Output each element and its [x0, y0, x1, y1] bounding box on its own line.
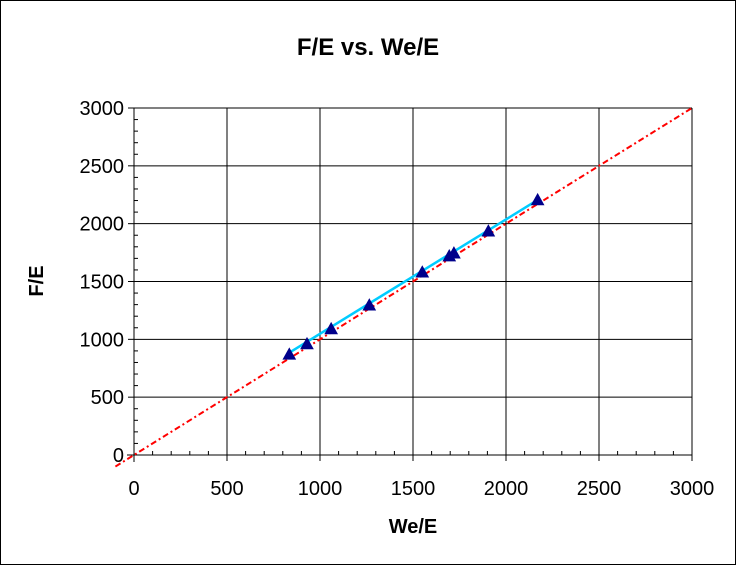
series: [114, 107, 693, 468]
data-point: [362, 298, 377, 311]
y-tick-labels: 0 500 1000 1500 2000 2500 3000: [80, 98, 125, 467]
axes: [127, 107, 693, 462]
x-tick-label: 3000: [670, 478, 715, 500]
x-tick-labels: 0 500 1000 1500 2000 2500 3000: [128, 478, 714, 500]
y-tick-label: 3000: [80, 98, 125, 120]
data-point: [324, 321, 339, 335]
x-tick-label: 2500: [577, 478, 622, 500]
data-point: [282, 347, 297, 360]
data-point: [481, 224, 496, 237]
y-axis-title: F/E: [26, 265, 48, 296]
x-tick-label: 2000: [484, 478, 529, 500]
x-tick-label: 1500: [391, 478, 436, 500]
data-point: [530, 192, 545, 206]
x-tick-label: 500: [210, 478, 243, 500]
x-tick-label: 0: [128, 478, 139, 500]
y-tick-label: 2500: [80, 156, 125, 178]
x-tick-label: 1000: [298, 478, 343, 500]
x-axis-title: We/E: [389, 516, 438, 538]
y-tick-label: 1000: [80, 329, 125, 351]
chart-title: F/E vs. We/E: [297, 34, 439, 61]
y-tick-label: 2000: [80, 214, 125, 236]
y-tick-label: 0: [113, 445, 124, 467]
y-tick-label: 500: [91, 387, 124, 409]
data-point: [415, 265, 430, 278]
y-tick-label: 1500: [80, 272, 125, 294]
data-point: [300, 336, 314, 350]
data-point: [447, 246, 461, 259]
reference-line: [114, 107, 693, 468]
